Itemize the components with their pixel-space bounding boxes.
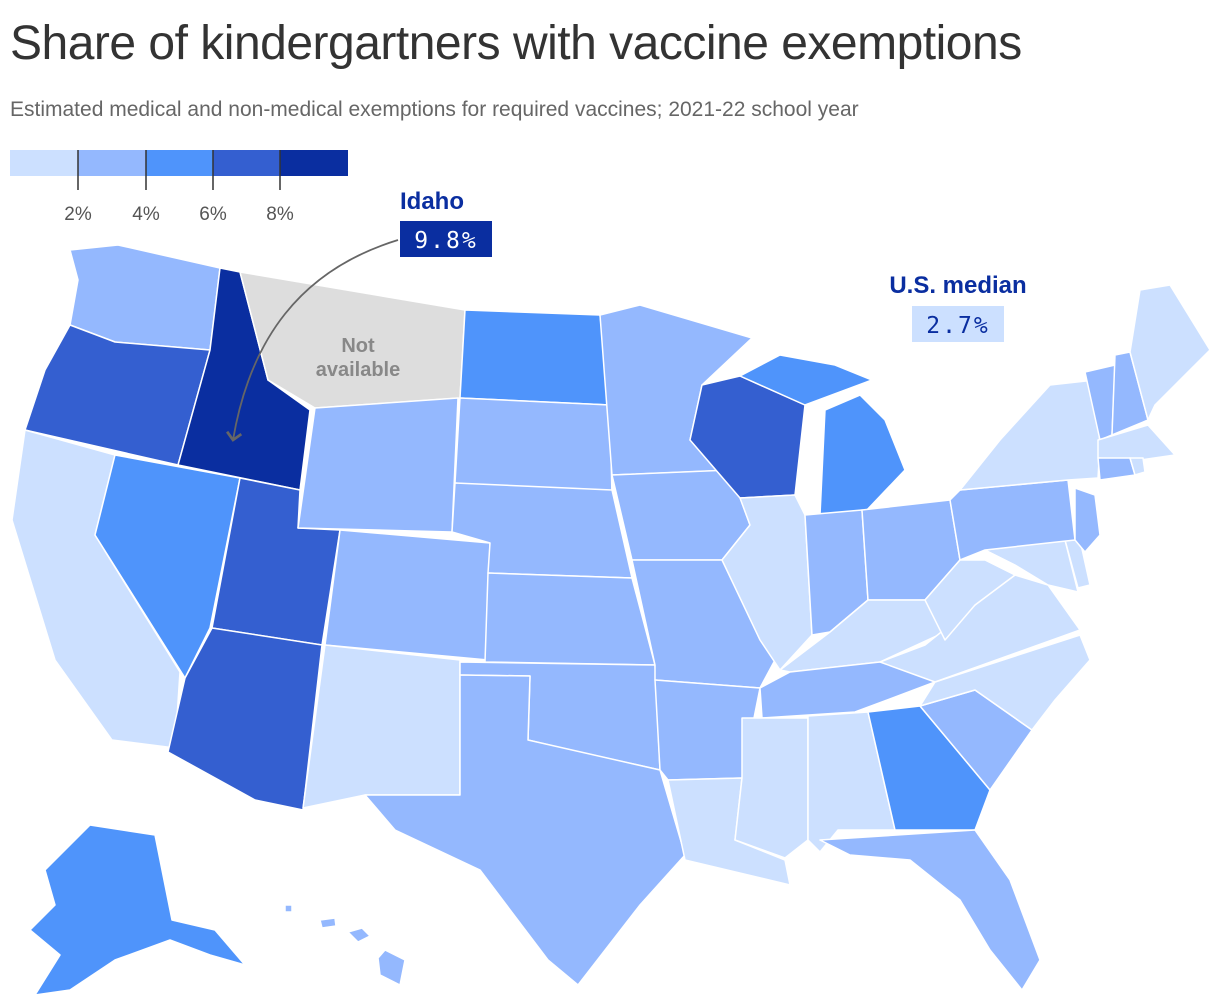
not-available-label: Not: [341, 335, 375, 357]
legend-swatch-bin-1: [10, 150, 78, 176]
state-massachusetts: [1097, 424, 1176, 461]
state-wyoming: [297, 397, 459, 533]
state-kansas: [484, 572, 656, 666]
state-arizona: [167, 627, 323, 811]
state-michigan-upper: [739, 354, 873, 406]
legend-swatch-bin-3: [146, 150, 213, 176]
legend: 2% 4% 6% 8%: [10, 150, 348, 225]
state-nevada: [94, 454, 241, 679]
legend-swatch-bin-2: [78, 150, 146, 176]
state-michigan: [819, 394, 906, 516]
not-available-label: available: [316, 359, 401, 381]
state-rhode-island: [1129, 457, 1146, 476]
state-new-jersey: [1074, 487, 1101, 553]
state-hawaii: [284, 904, 293, 913]
states: [11, 244, 1211, 996]
state-florida: [819, 829, 1041, 991]
state-mississippi: [734, 717, 809, 859]
legend-tick-label: 2%: [64, 204, 92, 225]
state-connecticut: [1097, 457, 1136, 481]
callout-idaho-name: Idaho: [400, 188, 464, 215]
callout-idaho-value-bg: [400, 221, 492, 257]
callout-median-value-bg: [912, 306, 1004, 342]
state-new-mexico: [302, 644, 461, 809]
state-new-york: [959, 379, 1101, 491]
chart-subtitle: Estimated medical and non-medical exempt…: [10, 98, 859, 121]
legend-tick-label: 6%: [199, 204, 227, 225]
legend-swatch-bin-5: [280, 150, 348, 176]
state-alaska: [29, 824, 246, 996]
callout-median-value: 2.7%: [926, 313, 989, 339]
state-texas: [364, 674, 686, 986]
state-georgia: [867, 705, 991, 831]
state-north-carolina: [919, 634, 1091, 731]
chart-title: Share of kindergartners with vaccine exe…: [10, 17, 1022, 70]
state-south-dakota: [454, 397, 613, 499]
legend-swatch-bin-4: [213, 150, 280, 176]
legend-tick-label: 4%: [132, 204, 160, 225]
state-north-dakota: [459, 309, 611, 406]
legend-tick-label: 8%: [266, 204, 294, 225]
callout-median-name: U.S. median: [889, 272, 1026, 299]
state-hawaii: [347, 927, 371, 943]
state-colorado: [324, 529, 491, 661]
callout-idaho-value: 9.8%: [414, 228, 477, 254]
state-hawaii: [319, 917, 337, 929]
callout-arrow: [226, 239, 399, 442]
state-maine: [1129, 284, 1211, 421]
state-hawaii: [377, 949, 406, 986]
